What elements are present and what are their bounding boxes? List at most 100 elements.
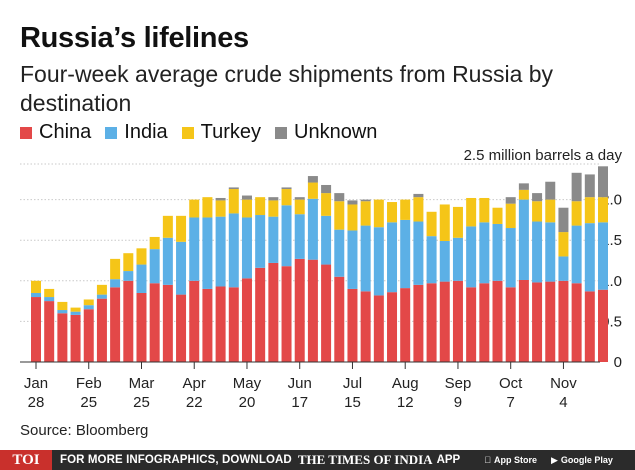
x-tick-label-month: Feb — [76, 375, 102, 392]
bar-china — [215, 286, 226, 362]
bar-china — [70, 314, 81, 362]
x-tick-label-month: Jun — [288, 375, 312, 392]
bar-unknown — [360, 199, 371, 202]
bar-india — [241, 217, 252, 279]
bar-india — [439, 241, 450, 282]
bar-china — [558, 280, 569, 362]
bar-china — [413, 284, 424, 362]
bar-china — [347, 288, 358, 362]
bar-india — [347, 230, 358, 289]
x-tick-label-day: 4 — [559, 394, 567, 411]
bar-turkey — [307, 182, 318, 199]
bar-china — [44, 301, 55, 362]
bar-india — [294, 214, 305, 259]
bar-turkey — [466, 197, 477, 227]
bar-india — [176, 241, 187, 295]
footer-cta: FOR MORE INFOGRAPHICS, DOWNLOAD — [60, 454, 292, 466]
bar-china — [31, 297, 41, 362]
apple-icon:  — [484, 455, 491, 465]
bar-turkey — [149, 236, 160, 250]
bar-india — [83, 305, 94, 310]
x-tick-label-month: Jan — [24, 375, 48, 392]
bar-china — [83, 309, 94, 362]
bar-turkey — [123, 253, 134, 272]
x-tick-label-day: 7 — [507, 394, 515, 411]
bar-china — [466, 287, 477, 362]
bar-turkey — [189, 199, 200, 218]
bar-india — [96, 294, 107, 299]
x-tick-label-day: 25 — [133, 394, 150, 411]
bar-india — [57, 310, 68, 314]
bar-turkey — [96, 284, 107, 295]
x-tick-label-month: Mar — [129, 375, 155, 392]
app-store-badge[interactable]:  App Store — [484, 455, 537, 465]
x-tick-label-day: 15 — [344, 394, 361, 411]
bar-china — [189, 280, 200, 362]
bar-china — [518, 279, 529, 362]
bar-china — [241, 278, 252, 362]
bar-turkey — [545, 199, 556, 223]
bar-turkey — [294, 199, 305, 215]
legend-item-china: China — [20, 121, 91, 144]
bar-india — [598, 222, 608, 290]
bar-india — [321, 215, 332, 265]
bar-turkey — [215, 200, 226, 217]
bar-turkey — [426, 211, 437, 237]
toi-logo: TOI — [0, 450, 52, 470]
bar-india — [545, 222, 556, 282]
bar-india — [387, 222, 398, 293]
bar-india — [268, 216, 279, 263]
bar-china — [400, 288, 411, 362]
legend-swatch-turkey — [181, 126, 194, 139]
bar-india — [307, 198, 318, 260]
bar-china — [228, 287, 239, 362]
bar-china — [545, 281, 556, 362]
bar-turkey — [255, 197, 266, 216]
bar-unknown — [558, 207, 569, 233]
bar-turkey — [492, 207, 503, 224]
bar-turkey — [532, 201, 543, 222]
bar-turkey — [373, 199, 384, 228]
bar-turkey — [387, 202, 398, 223]
legend-label-turkey: Turkey — [200, 121, 262, 143]
bar-unknown — [334, 193, 345, 202]
bar-turkey — [241, 199, 252, 218]
legend-item-turkey: Turkey — [181, 121, 262, 144]
footer-app: APP — [436, 454, 461, 466]
x-tick-label-month: Nov — [550, 375, 577, 392]
x-tick-label-month: Apr — [183, 375, 206, 392]
bar-turkey — [413, 197, 424, 222]
x-tick-label-month: Oct — [499, 375, 523, 392]
legend-label-china: China — [39, 121, 92, 143]
bar-turkey — [83, 299, 94, 306]
bar-china — [255, 267, 266, 362]
bar-china — [584, 291, 595, 362]
bar-china — [479, 283, 490, 362]
bar-unknown — [584, 174, 595, 198]
bar-turkey — [162, 215, 173, 238]
bar-turkey — [360, 201, 371, 226]
bar-unknown — [505, 197, 516, 204]
bar-turkey — [439, 204, 450, 242]
bar-india — [571, 225, 582, 284]
app-store-label: App Store — [487, 455, 537, 465]
bar-china — [307, 259, 318, 362]
bar-turkey — [176, 215, 187, 242]
y-tick-label: 0 — [614, 354, 622, 371]
bar-india — [373, 227, 384, 296]
bar-turkey — [452, 206, 463, 238]
bar-india — [255, 215, 266, 268]
bar-china — [136, 292, 147, 362]
bar-india — [110, 279, 121, 288]
bar-india — [505, 228, 516, 288]
x-tick-label-day: 20 — [239, 394, 256, 411]
bar-india — [228, 213, 239, 288]
bar-unknown — [571, 172, 582, 202]
bar-china — [532, 282, 543, 362]
bar-china — [162, 284, 173, 362]
bar-turkey — [31, 280, 41, 293]
bar-india — [518, 199, 529, 280]
bar-china — [202, 288, 213, 362]
google-play-badge[interactable]: ▶ Google Play — [551, 455, 613, 466]
bar-turkey — [228, 189, 239, 214]
